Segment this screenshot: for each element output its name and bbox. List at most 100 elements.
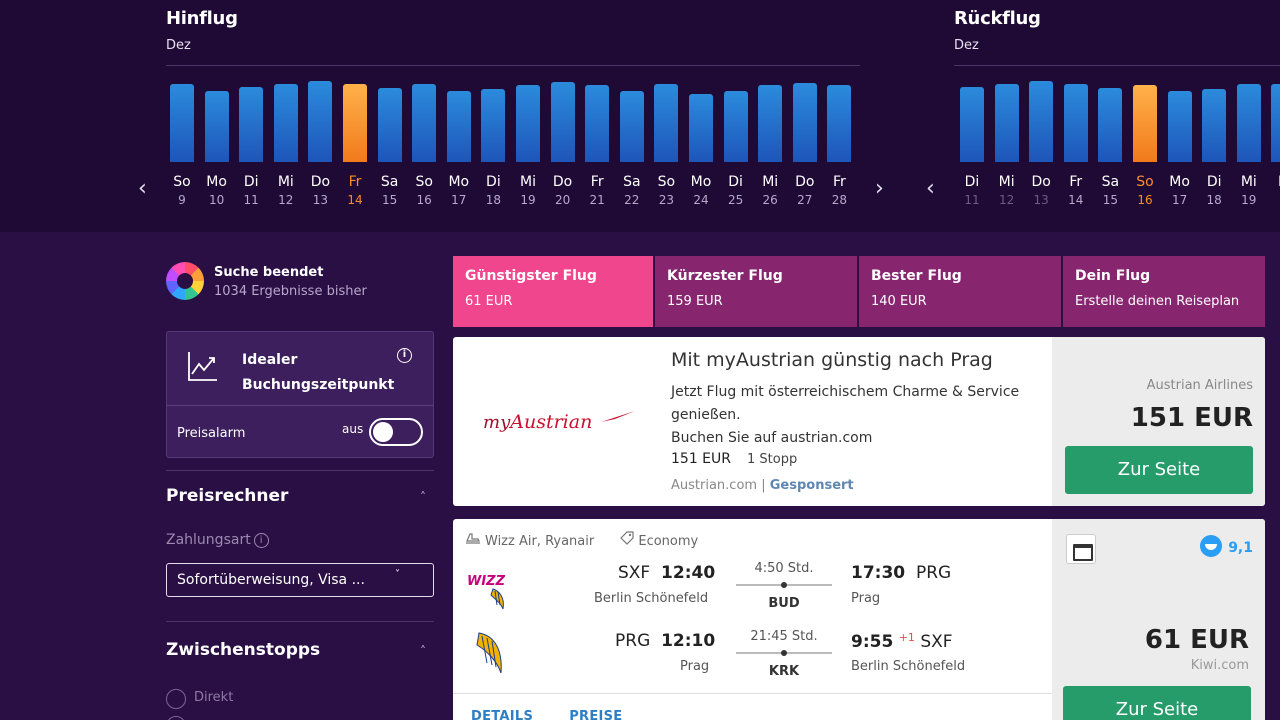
- info-icon[interactable]: i: [253, 533, 269, 548]
- price-bar[interactable]: [481, 89, 506, 162]
- rating-score: 9,1: [1200, 535, 1253, 557]
- price-bar[interactable]: [170, 84, 194, 162]
- price-bar[interactable]: [619, 91, 644, 162]
- price-bar[interactable]: [239, 87, 264, 162]
- credit-card-icon: [1066, 534, 1096, 564]
- price-bar[interactable]: [758, 85, 783, 162]
- day-option[interactable]: Do 13: [303, 174, 337, 207]
- price-bar[interactable]: [1167, 91, 1192, 162]
- day-option[interactable]: Di 18: [1197, 174, 1231, 207]
- price-bar[interactable]: [273, 84, 298, 162]
- day-option[interactable]: So 23: [649, 174, 683, 207]
- day-option[interactable]: Mo 17: [1163, 174, 1197, 207]
- day-option[interactable]: Di 25: [719, 174, 753, 207]
- price-bar[interactable]: [550, 82, 575, 162]
- payment-method-select[interactable]: Sofortüberweisung, Visa ... ˅: [166, 563, 434, 597]
- airplane-icon: [465, 532, 481, 549]
- day-option[interactable]: Fr 21: [580, 174, 614, 207]
- day-option[interactable]: Mi 12: [269, 174, 303, 207]
- day-option[interactable]: So 16: [1128, 174, 1162, 207]
- ad-headline[interactable]: Mit myAustrian günstig nach Prag: [671, 349, 993, 371]
- price-bar[interactable]: [792, 83, 817, 162]
- price-bar[interactable]: [343, 84, 367, 162]
- day-option[interactable]: Di 11: [234, 174, 268, 207]
- price-bar[interactable]: [689, 94, 713, 162]
- day-option[interactable]: Di 18: [476, 174, 510, 207]
- price-alarm-toggle[interactable]: [369, 418, 423, 446]
- chevron-up-icon[interactable]: ˄: [420, 490, 426, 504]
- price-bar[interactable]: [1029, 81, 1054, 162]
- day-option[interactable]: Sa 15: [373, 174, 407, 207]
- price-bar[interactable]: [1133, 85, 1157, 162]
- day-option[interactable]: Do 27: [788, 174, 822, 207]
- price-bar[interactable]: [1271, 84, 1280, 162]
- ad-source-domain: Austrian.com: [671, 478, 758, 493]
- price-bar[interactable]: [516, 85, 540, 162]
- day-option[interactable]: Fr 14: [1059, 174, 1093, 207]
- ad-go-to-site-button[interactable]: Zur Seite: [1065, 446, 1253, 494]
- direct-radio[interactable]: [166, 689, 186, 709]
- flight-go-to-site-button[interactable]: Zur Seite: [1063, 686, 1251, 720]
- tag-icon: [620, 531, 634, 549]
- day-option[interactable]: Mo 10: [200, 174, 234, 207]
- day-option[interactable]: Mo 17: [442, 174, 476, 207]
- price-calculator-title[interactable]: Preisrechner: [166, 486, 289, 506]
- price-bar[interactable]: [204, 91, 229, 162]
- price-bar[interactable]: [654, 84, 679, 162]
- sort-tab[interactable]: Kürzester Flug 159 EUR: [655, 256, 859, 327]
- day-number: 28: [831, 193, 848, 207]
- day-option[interactable]: Do 13: [1024, 174, 1058, 207]
- details-link[interactable]: DETAILS: [471, 709, 534, 720]
- outbound-prev-arrow-icon[interactable]: ‹: [138, 176, 147, 201]
- day-name: Fr: [348, 174, 362, 190]
- day-option[interactable]: Fr 14: [338, 174, 372, 207]
- day-option[interactable]: Do 20: [546, 174, 580, 207]
- sort-tab[interactable]: Dein Flug Erstelle deinen Reiseplan: [1063, 256, 1265, 327]
- info-icon[interactable]: i: [397, 348, 412, 363]
- outbound-duration: 4:50 Std.: [754, 561, 814, 576]
- day-name: Mo: [1169, 174, 1190, 190]
- divider: [453, 693, 1053, 694]
- price-bar[interactable]: [960, 87, 984, 162]
- day-option[interactable]: Mi 26: [753, 174, 787, 207]
- day-option[interactable]: Sa 22: [615, 174, 649, 207]
- price-bar[interactable]: [446, 91, 471, 162]
- sort-tab[interactable]: Günstigster Flug 61 EUR: [453, 256, 655, 327]
- price-bar[interactable]: [723, 91, 748, 162]
- return-prev-arrow-icon[interactable]: ‹: [926, 176, 935, 201]
- day-option[interactable]: Mi 19: [1232, 174, 1266, 207]
- day-name: Do: [310, 174, 331, 190]
- outbound-next-arrow-icon[interactable]: ›: [875, 176, 884, 201]
- price-bar[interactable]: [994, 84, 1019, 162]
- price-bar[interactable]: [308, 81, 333, 162]
- price-bar[interactable]: [1063, 84, 1088, 162]
- day-option[interactable]: Mo 24: [684, 174, 718, 207]
- price-bar[interactable]: [827, 85, 852, 162]
- day-option[interactable]: So 16: [407, 174, 441, 207]
- price-bar[interactable]: [585, 85, 610, 162]
- day-option[interactable]: So 9: [165, 174, 199, 207]
- sort-tab[interactable]: Bester Flug 140 EUR: [859, 256, 1063, 327]
- price-bar[interactable]: [1236, 84, 1261, 162]
- day-option[interactable]: Mi 12: [990, 174, 1024, 207]
- flight-result-card[interactable]: Wizz Air, Ryanair Economy WIZZ SXF 12:40…: [453, 519, 1265, 720]
- booking-time-label-line2: Buchungszeitpunkt: [242, 377, 395, 393]
- chevron-up-icon[interactable]: ˄: [420, 644, 426, 658]
- price-bar[interactable]: [1098, 88, 1123, 162]
- day-option[interactable]: D2: [1266, 174, 1280, 207]
- prices-link[interactable]: PREISE: [569, 709, 623, 720]
- price-bar[interactable]: [1202, 89, 1227, 162]
- price-bar[interactable]: [412, 84, 437, 162]
- day-name: Fr: [832, 174, 846, 190]
- day-option[interactable]: Mi 19: [511, 174, 545, 207]
- rating-value: 9,1: [1228, 540, 1253, 556]
- booking-time-label[interactable]: Idealer Buchungszeitpunkt: [242, 348, 394, 398]
- stops-title[interactable]: Zwischenstopps: [166, 640, 321, 660]
- day-option[interactable]: Di 11: [955, 174, 989, 207]
- day-number: 2: [1266, 193, 1280, 207]
- airlines-label: Wizz Air, Ryanair: [485, 534, 595, 549]
- day-option[interactable]: Sa 15: [1093, 174, 1127, 207]
- stops-radio[interactable]: [166, 716, 186, 720]
- day-option[interactable]: Fr 28: [822, 174, 856, 207]
- price-bar[interactable]: [377, 88, 402, 162]
